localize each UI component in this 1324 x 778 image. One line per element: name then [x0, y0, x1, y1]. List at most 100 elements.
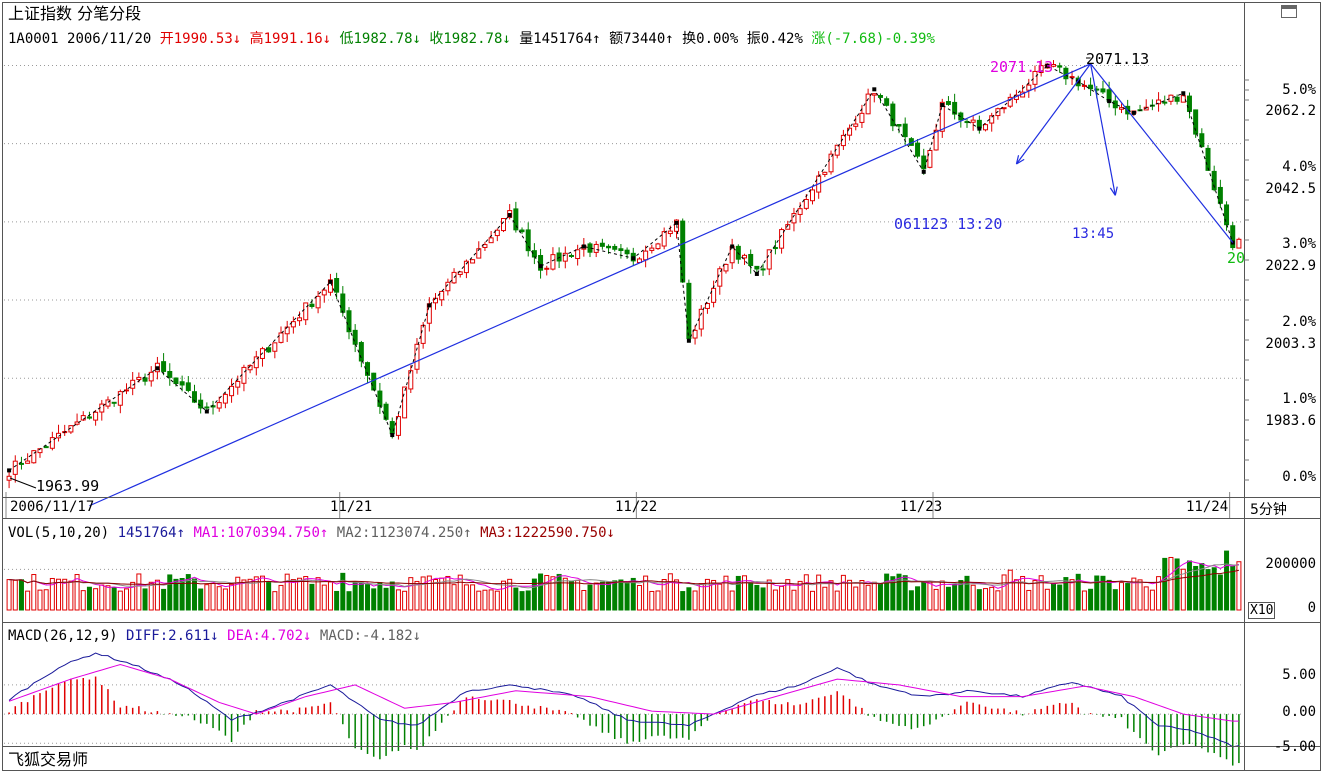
volume-bar	[383, 587, 389, 611]
volume-bar	[1205, 569, 1211, 611]
candle-body	[290, 321, 296, 328]
stock-code: 1A0001	[8, 31, 59, 47]
candle-body	[12, 460, 18, 475]
candle-body	[377, 390, 383, 407]
volume-bar	[340, 572, 346, 611]
period-label[interactable]: 5分钟	[1250, 502, 1287, 518]
low-price-annotation: 1963.99	[36, 477, 100, 495]
close-value: 收1982.78↓	[429, 31, 511, 47]
volume-bar	[630, 577, 636, 611]
volume-bar	[1186, 560, 1192, 611]
candle-body	[210, 405, 216, 408]
volume-bar	[575, 579, 581, 611]
volume-bar	[643, 575, 649, 611]
date-label-1122: 11/22	[615, 499, 658, 515]
candle-body	[952, 101, 958, 115]
volume-bar	[803, 574, 809, 611]
zigzag-point	[427, 303, 432, 308]
volume-bar	[1217, 574, 1223, 611]
vol-ma3: MA3:1222590.750↓	[480, 525, 615, 541]
volume-bar	[167, 574, 173, 611]
volume-bar	[667, 573, 673, 611]
candle-body	[704, 302, 710, 309]
chart-title-row: 上证指数 分笔分段	[8, 5, 141, 23]
volume-bar	[241, 579, 247, 611]
candle-body	[531, 250, 537, 258]
candle-body	[1069, 76, 1075, 79]
candle-body	[161, 361, 167, 372]
volume-bar	[599, 581, 605, 611]
volume-bar	[377, 582, 383, 611]
candle-body	[111, 401, 117, 404]
volume-bar	[204, 584, 210, 611]
candle-body	[476, 248, 482, 259]
vol-value: 1451764↑	[117, 525, 186, 541]
volume-bar	[958, 580, 964, 611]
volume-bar	[1038, 575, 1044, 611]
candle-body	[803, 198, 809, 209]
volume-bar	[86, 586, 92, 611]
candle-body	[871, 93, 877, 96]
volume-bar	[494, 590, 500, 611]
candle-body	[303, 302, 309, 321]
candle-body	[148, 371, 154, 382]
volume-bar	[80, 590, 86, 611]
candle-body	[414, 343, 420, 370]
volume-bar	[290, 579, 296, 611]
candle-body	[989, 115, 995, 124]
candle-body	[191, 391, 197, 403]
volume-bar	[760, 587, 766, 611]
volume-bar	[618, 579, 624, 611]
volume-bar	[210, 583, 216, 611]
zigzag-point	[872, 87, 877, 92]
volume-bar	[62, 578, 68, 611]
volume-bar	[1137, 579, 1143, 611]
volume-bar	[43, 589, 49, 611]
zigzag-point	[1107, 99, 1112, 104]
candle-body	[667, 230, 673, 235]
volume-bar	[1149, 589, 1155, 611]
volume-bar	[556, 573, 562, 611]
restore-icon[interactable]	[1281, 5, 1297, 18]
volume-bar	[945, 586, 951, 611]
volume-bar	[519, 591, 525, 611]
candle-body	[1088, 84, 1094, 90]
candle-body	[494, 229, 500, 237]
vol-title[interactable]: VOL(5,10,20)	[8, 525, 110, 541]
candle-body	[266, 347, 272, 353]
candle-body	[698, 308, 704, 330]
candle-body	[902, 123, 908, 138]
volume-bar	[303, 576, 309, 611]
volume-bar	[538, 573, 544, 611]
volume-bar	[698, 583, 704, 611]
volume-bar	[1007, 569, 1013, 611]
turnover-value: 换0.00%	[682, 31, 739, 47]
candle-body	[500, 218, 506, 232]
vol-unit-badge[interactable]: X10	[1248, 602, 1276, 619]
candle-body	[655, 243, 661, 250]
volume-bar	[1051, 582, 1057, 611]
candle-body	[352, 329, 358, 345]
candle-body	[1100, 88, 1106, 93]
volume-bar	[445, 575, 451, 611]
candle-body	[1224, 204, 1230, 226]
volume-bar	[686, 587, 692, 611]
volume-bar	[921, 582, 927, 611]
volume-bar	[179, 578, 185, 611]
high-price-annotation: 2071.13	[1086, 50, 1150, 68]
candle-body	[383, 403, 389, 420]
volume-bar	[105, 585, 111, 611]
volume-bar	[124, 588, 130, 611]
volume-bar	[939, 580, 945, 611]
arrow-head	[1015, 155, 1020, 165]
volume-bar	[130, 581, 136, 611]
volume-bar	[470, 584, 476, 611]
candle-body	[371, 372, 377, 391]
volume-bar	[507, 578, 513, 611]
volume-bar	[426, 575, 432, 611]
candle-body	[1193, 109, 1199, 135]
app-footer-label: 飞狐交易师	[8, 750, 89, 769]
macd-title[interactable]: MACD(26,12,9)	[8, 628, 118, 644]
volume-bar	[136, 573, 142, 611]
